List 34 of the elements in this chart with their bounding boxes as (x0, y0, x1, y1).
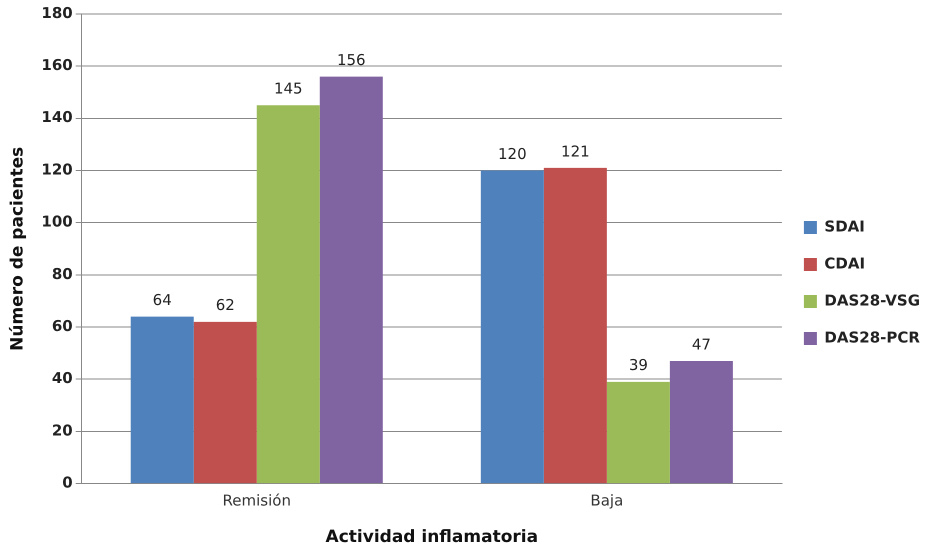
legend-label: DAS28-PCR (824, 328, 920, 346)
y-tick-label: 160 (41, 56, 73, 74)
data-label: 120 (498, 144, 527, 163)
data-label: 39 (628, 356, 648, 374)
y-tick-label: 180 (41, 4, 73, 22)
y-tick-label: 100 (41, 212, 73, 231)
bar (256, 105, 320, 484)
legend-label: DAS28-VSG (824, 291, 920, 310)
bar (320, 76, 383, 484)
x-axis-title: Actividad inflamatoria (326, 527, 538, 548)
y-tick-label: 60 (52, 316, 73, 335)
legend-label: SDAI (824, 217, 865, 236)
bar (480, 170, 544, 484)
bar (194, 322, 257, 484)
data-label: 156 (336, 51, 366, 70)
bar (670, 360, 733, 484)
data-label: 121 (561, 142, 590, 160)
y-tick-label: 140 (41, 108, 73, 126)
y-axis-title: Número de pacientes (8, 146, 28, 351)
y-tick-label: 120 (41, 160, 73, 178)
legend-label: CDAI (824, 254, 866, 272)
y-tick-label: 20 (52, 421, 73, 440)
data-label: 47 (692, 335, 711, 354)
data-label: 62 (216, 296, 235, 314)
x-tick-label: Baja (590, 491, 624, 510)
y-tick-label: 80 (52, 264, 73, 283)
bar (544, 168, 607, 484)
y-tick-label: 0 (62, 473, 73, 492)
data-label: 145 (274, 80, 303, 98)
y-tick-label: 40 (52, 369, 73, 388)
data-label: 64 (152, 291, 172, 310)
bar (606, 382, 670, 484)
bar (130, 316, 194, 484)
x-tick-label: Remisión (222, 491, 291, 510)
